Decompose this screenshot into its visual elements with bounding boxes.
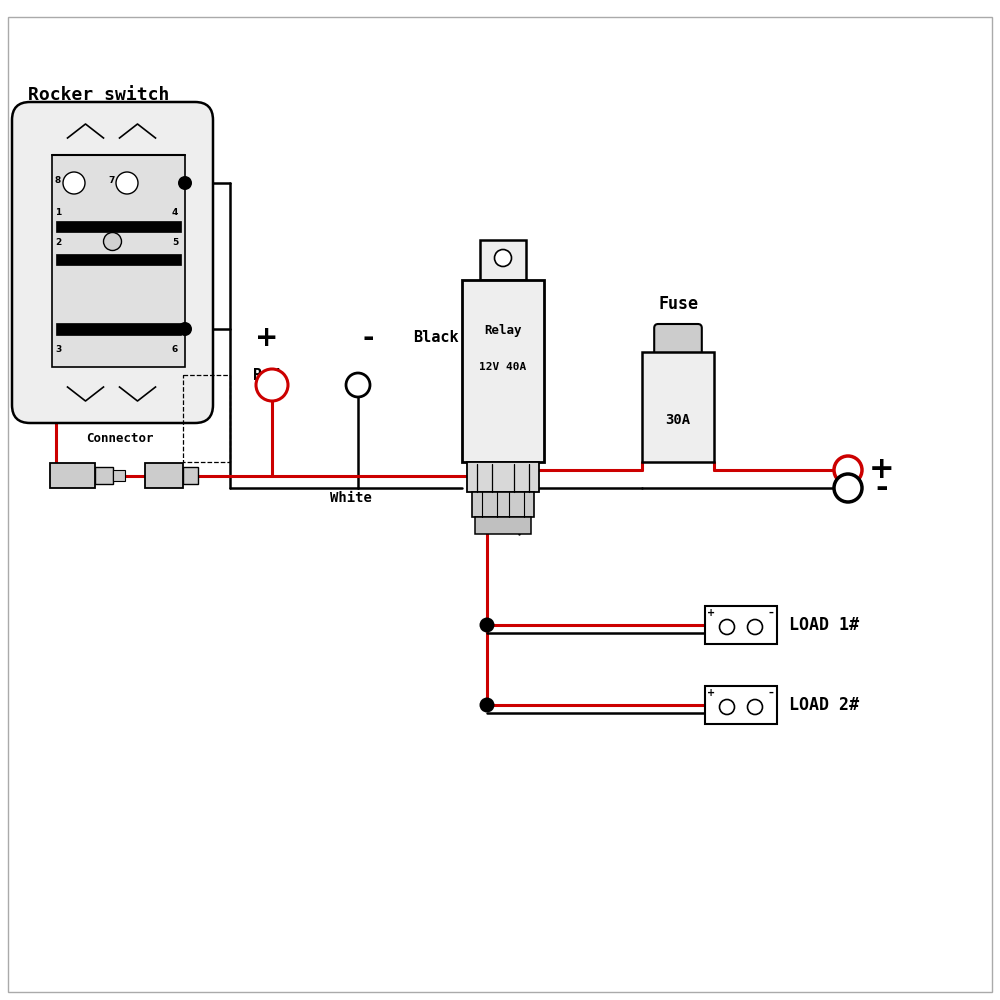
Circle shape: [256, 369, 288, 401]
Bar: [705, 686, 777, 724]
Bar: [472, 492, 534, 517]
Text: +: +: [707, 608, 715, 618]
Text: 4: 4: [172, 208, 178, 217]
Text: Rocker switch: Rocker switch: [28, 86, 169, 104]
Bar: [56, 221, 181, 232]
Bar: [705, 606, 777, 644]
Circle shape: [834, 474, 862, 502]
Bar: [56, 254, 181, 265]
Text: White: White: [330, 491, 372, 505]
Text: 5: 5: [172, 238, 178, 247]
Text: Fuse: Fuse: [658, 295, 698, 313]
Text: 12V 40A: 12V 40A: [479, 362, 527, 372]
Circle shape: [720, 700, 734, 714]
Bar: [145, 463, 183, 488]
Circle shape: [480, 698, 494, 712]
Bar: [56, 324, 181, 334]
Text: Black: Black: [413, 330, 459, 346]
Bar: [475, 517, 531, 534]
Text: 7: 7: [109, 176, 115, 185]
Text: LOAD 2#: LOAD 2#: [789, 696, 859, 714]
Text: 30A: 30A: [665, 413, 691, 427]
Circle shape: [116, 172, 138, 194]
Circle shape: [104, 232, 122, 250]
Circle shape: [480, 617, 494, 633]
Circle shape: [178, 176, 192, 190]
Text: 1: 1: [55, 208, 61, 217]
Text: -: -: [362, 324, 374, 352]
Bar: [467, 462, 539, 492]
Text: +: +: [707, 688, 715, 698]
Text: –: –: [769, 688, 773, 698]
Text: Connector: Connector: [86, 432, 154, 444]
Text: +: +: [869, 456, 895, 485]
Circle shape: [494, 249, 512, 266]
Bar: [52, 155, 185, 367]
Circle shape: [834, 456, 862, 484]
Circle shape: [346, 373, 370, 397]
FancyBboxPatch shape: [12, 102, 213, 423]
FancyBboxPatch shape: [654, 324, 702, 360]
Text: -: -: [876, 474, 888, 502]
Text: 2: 2: [55, 238, 61, 247]
Bar: [462, 280, 544, 462]
Text: Relay: Relay: [484, 324, 522, 337]
Bar: [183, 375, 230, 462]
Circle shape: [748, 700, 763, 714]
Text: 3: 3: [55, 344, 61, 354]
Bar: [113, 470, 125, 481]
Text: +: +: [255, 324, 279, 352]
Bar: [183, 467, 198, 484]
Text: LOAD 1#: LOAD 1#: [789, 616, 859, 634]
Circle shape: [720, 619, 734, 635]
Circle shape: [178, 322, 192, 336]
Text: –: –: [769, 608, 773, 618]
Bar: [95, 467, 113, 484]
FancyBboxPatch shape: [480, 240, 526, 280]
Circle shape: [63, 172, 85, 194]
Text: 6: 6: [172, 344, 178, 354]
Text: Red: Red: [253, 367, 281, 382]
Circle shape: [748, 619, 763, 635]
Bar: [50, 463, 95, 488]
Text: 8: 8: [55, 176, 61, 185]
Bar: [642, 352, 714, 462]
